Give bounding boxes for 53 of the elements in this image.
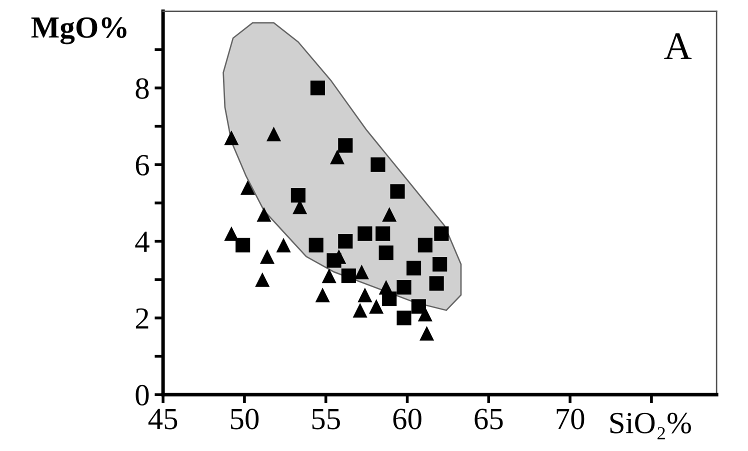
point xyxy=(390,184,405,199)
point xyxy=(429,276,444,291)
point xyxy=(315,288,330,302)
x-tick-label: 60 xyxy=(393,408,422,430)
x-tick-label: 55 xyxy=(312,409,340,430)
point xyxy=(358,288,372,302)
point xyxy=(240,180,256,195)
y-tick-label: 6 xyxy=(136,154,149,176)
annotation: A xyxy=(664,33,692,59)
x-tick-label: 45 xyxy=(148,408,178,430)
point xyxy=(322,268,336,284)
point xyxy=(330,150,345,164)
point xyxy=(369,299,384,314)
point xyxy=(276,238,291,252)
x-tick-label: 70 xyxy=(556,408,584,430)
point xyxy=(420,326,434,341)
x-tick-label: 65 xyxy=(474,408,503,430)
point xyxy=(224,226,239,241)
point xyxy=(255,272,270,287)
point xyxy=(370,157,386,172)
y-tick-label: 4 xyxy=(135,232,150,252)
y-tick-label: 8 xyxy=(136,78,149,99)
point xyxy=(376,226,390,241)
x-tick-label: 50 xyxy=(230,408,259,430)
y-tick-label: 2 xyxy=(136,308,148,329)
point xyxy=(406,260,422,276)
point xyxy=(338,138,353,153)
point xyxy=(396,310,412,326)
point xyxy=(434,226,449,241)
point xyxy=(354,264,369,280)
point xyxy=(352,303,368,318)
point xyxy=(378,246,394,260)
point xyxy=(260,249,275,264)
point xyxy=(310,80,326,96)
point xyxy=(290,188,306,203)
point xyxy=(382,207,397,222)
y-tick-label: 0 xyxy=(136,384,149,406)
y-axis-title: MgO% xyxy=(31,17,126,44)
point xyxy=(236,238,250,252)
point xyxy=(418,306,432,322)
point xyxy=(341,268,356,284)
x-axis-title: SiO₂% xyxy=(610,412,691,440)
point xyxy=(418,238,432,252)
point xyxy=(308,238,324,252)
point xyxy=(266,126,282,142)
point xyxy=(256,207,272,222)
point xyxy=(338,234,353,249)
point xyxy=(432,257,448,272)
point xyxy=(358,226,372,241)
point xyxy=(396,280,412,295)
point xyxy=(378,280,394,295)
point xyxy=(224,130,239,146)
point xyxy=(411,299,426,314)
